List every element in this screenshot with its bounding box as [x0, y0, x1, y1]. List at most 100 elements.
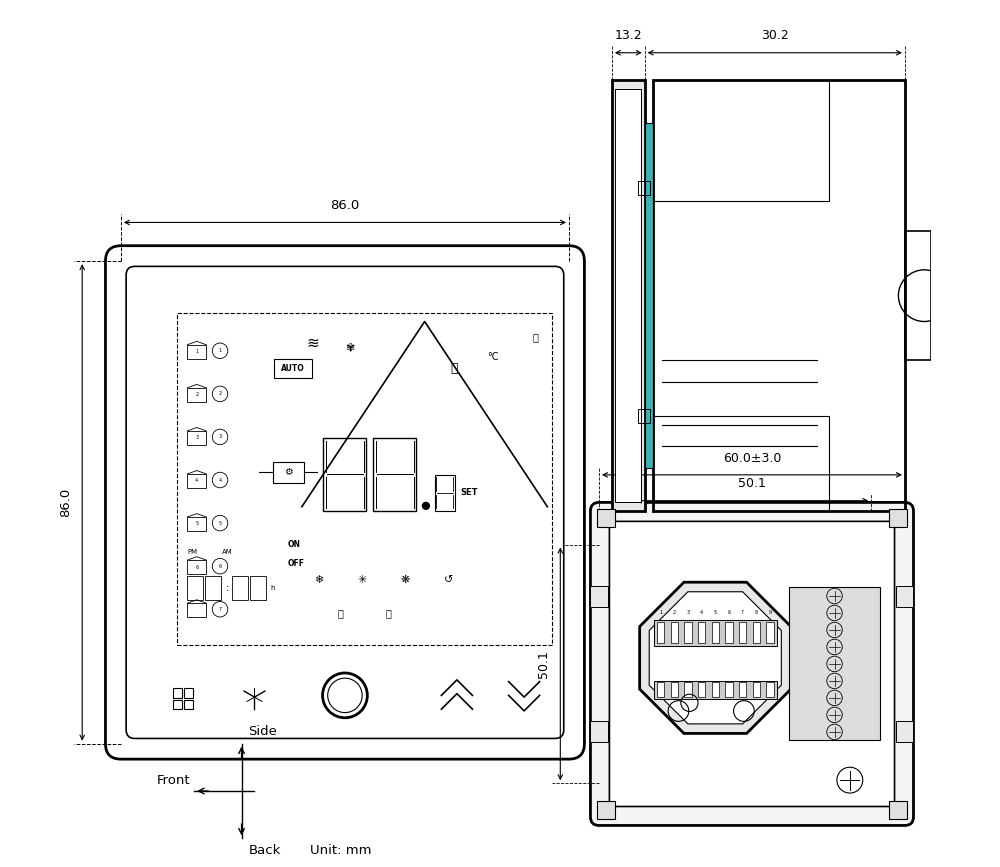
Text: Front: Front — [156, 773, 190, 786]
Bar — [698, 682, 705, 697]
Bar — [739, 682, 746, 697]
Text: 8: 8 — [755, 610, 758, 616]
Text: 50.1: 50.1 — [537, 650, 550, 678]
Text: Side: Side — [248, 726, 277, 739]
Bar — [173, 700, 182, 709]
Bar — [671, 682, 678, 697]
Text: 5: 5 — [714, 610, 717, 616]
Text: AUTO: AUTO — [281, 363, 305, 373]
Text: 3: 3 — [195, 435, 198, 440]
Text: 7: 7 — [218, 607, 222, 612]
Bar — [615, 89, 641, 502]
Bar — [638, 181, 650, 195]
Bar — [896, 720, 913, 741]
Bar — [250, 576, 266, 600]
Text: 13.2: 13.2 — [615, 29, 642, 42]
Bar — [739, 623, 746, 643]
Text: ✾: ✾ — [345, 342, 354, 352]
Bar — [612, 81, 645, 511]
Bar — [766, 682, 774, 697]
Text: ↺: ↺ — [444, 575, 453, 585]
Bar — [590, 720, 608, 741]
Text: 9: 9 — [768, 610, 771, 616]
Bar — [184, 688, 193, 698]
Bar — [187, 388, 206, 401]
Bar — [177, 313, 552, 644]
Text: 6: 6 — [218, 564, 222, 569]
Text: h: h — [271, 584, 275, 590]
Text: OFF: OFF — [287, 559, 304, 568]
Bar — [654, 620, 777, 646]
Bar — [671, 623, 678, 643]
Polygon shape — [640, 583, 791, 733]
Text: 5: 5 — [218, 520, 222, 525]
Bar — [896, 586, 913, 607]
Text: °C: °C — [487, 352, 498, 362]
Bar — [187, 603, 206, 617]
FancyBboxPatch shape — [126, 266, 564, 739]
Text: 2: 2 — [195, 392, 198, 397]
Bar — [905, 231, 931, 361]
Bar — [698, 623, 705, 643]
Polygon shape — [649, 592, 781, 724]
Text: 60.0±3.0: 60.0±3.0 — [723, 452, 781, 465]
Text: 🕐: 🕐 — [385, 608, 391, 618]
Bar — [597, 509, 615, 526]
Bar — [889, 801, 907, 818]
Bar — [645, 123, 653, 468]
Bar — [657, 682, 664, 697]
Bar — [725, 623, 733, 643]
Text: 3: 3 — [218, 434, 222, 440]
Text: 4: 4 — [195, 479, 198, 484]
Text: 1: 1 — [659, 610, 662, 616]
Text: ⚙: ⚙ — [285, 467, 293, 477]
Bar — [684, 623, 692, 643]
Text: ❋: ❋ — [401, 575, 410, 585]
Bar — [712, 682, 719, 697]
Bar — [273, 462, 304, 483]
Text: 1: 1 — [195, 349, 198, 354]
Text: 6: 6 — [727, 610, 730, 616]
FancyBboxPatch shape — [590, 502, 913, 825]
Text: ✳: ✳ — [357, 575, 367, 585]
Bar — [725, 682, 733, 697]
FancyBboxPatch shape — [609, 521, 895, 806]
Circle shape — [422, 502, 429, 509]
Text: Unit: mm: Unit: mm — [310, 844, 372, 857]
Bar — [638, 409, 650, 423]
Text: SET: SET — [460, 488, 478, 498]
Bar — [653, 81, 829, 201]
Text: 🔥: 🔥 — [338, 608, 344, 618]
Bar — [654, 681, 777, 699]
Text: 2: 2 — [673, 610, 676, 616]
Text: 7: 7 — [741, 610, 744, 616]
Bar — [187, 474, 206, 488]
Bar — [435, 475, 455, 511]
Text: 2: 2 — [218, 391, 222, 396]
Bar — [187, 560, 206, 574]
Bar — [657, 623, 664, 643]
Text: ON: ON — [287, 540, 300, 549]
Bar — [184, 700, 193, 709]
Bar — [684, 682, 692, 697]
Bar — [205, 576, 221, 600]
Bar — [187, 576, 203, 600]
Bar — [766, 623, 774, 643]
Bar — [653, 416, 829, 511]
Bar — [274, 359, 312, 377]
Bar — [590, 586, 608, 607]
Text: 86.0: 86.0 — [330, 199, 360, 212]
Text: 3: 3 — [686, 610, 690, 616]
Bar — [597, 801, 615, 818]
Text: 5: 5 — [195, 521, 198, 526]
Bar — [323, 438, 366, 511]
Text: 🌡: 🌡 — [450, 362, 458, 375]
Text: 86.0: 86.0 — [59, 488, 72, 517]
Text: Back: Back — [248, 844, 281, 857]
Bar — [753, 682, 760, 697]
Text: 30.2: 30.2 — [761, 29, 789, 42]
Text: 🔒: 🔒 — [533, 332, 539, 342]
Text: 50.1: 50.1 — [738, 478, 766, 491]
Bar — [789, 588, 880, 740]
Bar — [187, 517, 206, 531]
